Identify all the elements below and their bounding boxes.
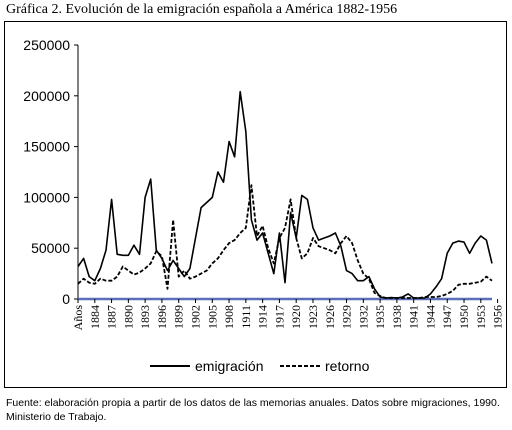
series-line-emigracion: [77, 90, 493, 299]
y-tick-label: 100000: [23, 189, 70, 205]
x-tick-label: 1941: [407, 305, 421, 329]
x-tick-label: 1884: [88, 305, 102, 329]
chart-frame: [4, 21, 507, 388]
chart-title: Gráfica 2. Evolución de la emigración es…: [6, 2, 398, 17]
x-tick-label: 1899: [172, 305, 186, 329]
x-tick-label: 1902: [188, 305, 202, 329]
x-tick-label: 1938: [390, 305, 404, 329]
x-tick-label: 1932: [356, 305, 370, 329]
y-tick-label: 0: [62, 291, 70, 307]
y-tick-label: 50000: [31, 240, 70, 256]
y-tick-label: 200000: [23, 88, 70, 104]
y-tick-label: 150000: [23, 139, 70, 155]
x-tick-label: 1911: [239, 305, 253, 329]
x-tick-label: 1893: [138, 305, 152, 329]
x-tick-label: 1956: [491, 305, 505, 329]
y-tick-label: 250000: [23, 37, 70, 53]
x-tick-label: 1920: [289, 305, 303, 329]
x-tick-label: 1947: [440, 305, 454, 329]
x-tick-label: 1950: [457, 305, 471, 329]
x-tick-label: 1896: [155, 305, 169, 329]
x-tick-label: 1944: [423, 305, 437, 329]
series-line-retorno: [77, 184, 493, 299]
x-tick-label: 1929: [340, 305, 354, 329]
legend-label: emigración: [195, 358, 263, 374]
x-tick-label: 1953: [474, 305, 488, 329]
x-tick-label: 1914: [256, 305, 270, 329]
x-tick-label: Años: [71, 305, 85, 331]
x-tick-label: 1917: [272, 305, 286, 329]
x-tick-label: 1935: [373, 305, 387, 329]
x-tick-label: 1908: [222, 305, 236, 329]
source-note: Fuente: elaboración propia a partir de l…: [6, 397, 500, 423]
legend-label: retorno: [325, 358, 370, 374]
x-tick-label: 1905: [205, 305, 219, 329]
x-tick-label: 1923: [306, 305, 320, 329]
x-tick-label: 1887: [105, 305, 119, 329]
x-tick-label: 1890: [121, 305, 135, 329]
x-tick-label: 1926: [323, 305, 337, 329]
